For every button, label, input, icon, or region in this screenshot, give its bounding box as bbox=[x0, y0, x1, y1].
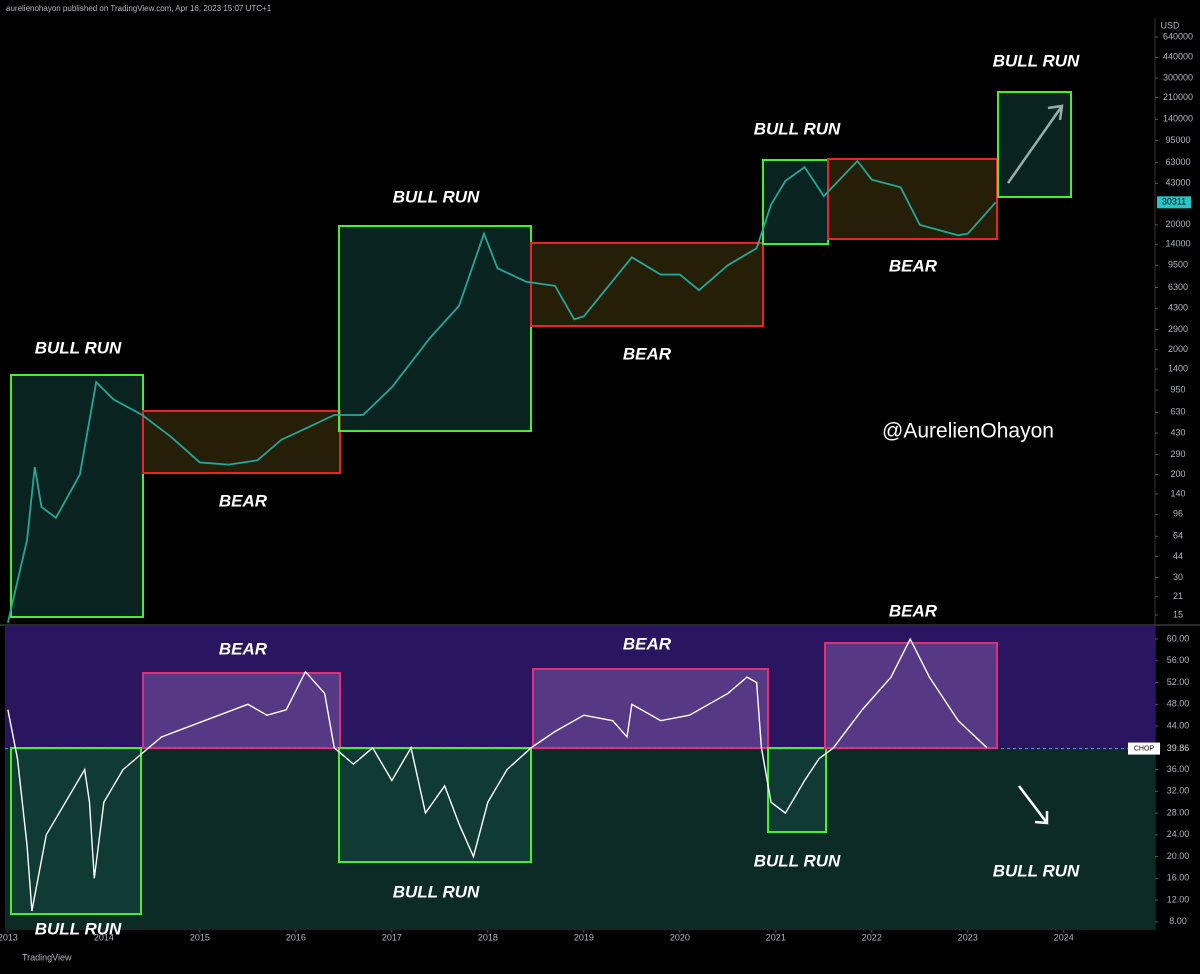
annotation: BEAR bbox=[219, 491, 268, 510]
y-tick-label: 60.00 bbox=[1167, 633, 1190, 643]
y-tick-label: 140000 bbox=[1163, 114, 1193, 124]
y-tick-label: 21 bbox=[1173, 591, 1183, 601]
zone-box bbox=[142, 410, 341, 474]
x-tick-label: 2018 bbox=[478, 932, 498, 942]
y-tick-label: 4300 bbox=[1168, 303, 1188, 313]
annotation: BULL RUN bbox=[35, 919, 122, 938]
y-tick-label: 430 bbox=[1170, 427, 1185, 437]
annotation: BULL RUN bbox=[35, 338, 122, 357]
y-tick-label: 52.00 bbox=[1167, 677, 1190, 687]
indicator-badge bbox=[1128, 742, 1160, 755]
y-tick-label: 300000 bbox=[1163, 72, 1193, 82]
y-tick-label: 950 bbox=[1170, 384, 1185, 394]
y-tick-label: 140 bbox=[1170, 488, 1185, 498]
arrow bbox=[1018, 785, 1048, 824]
annotation: BULL RUN bbox=[993, 861, 1080, 880]
y-tick-label: 64 bbox=[1173, 531, 1183, 541]
indicator-value: 39.86 bbox=[1167, 743, 1190, 753]
arrow bbox=[1006, 105, 1064, 184]
y-tick-label: 20000 bbox=[1165, 219, 1190, 229]
y-tick-label: 44.00 bbox=[1167, 720, 1190, 730]
y-tick-label: 2000 bbox=[1168, 344, 1188, 354]
y-unit: USD bbox=[1160, 20, 1180, 30]
zone-box bbox=[10, 374, 144, 618]
arrow-head bbox=[1034, 811, 1049, 825]
y-tick-label: 30 bbox=[1173, 572, 1183, 582]
footer: TradingView bbox=[22, 952, 72, 962]
zone-box bbox=[338, 747, 532, 863]
price-badge bbox=[1157, 196, 1191, 209]
annotation: BEAR bbox=[623, 634, 672, 653]
data-line bbox=[7, 637, 988, 912]
x-tick-label: 2020 bbox=[670, 932, 690, 942]
x-tick-label: 2013 bbox=[0, 932, 18, 942]
y-tick-label: 6300 bbox=[1168, 282, 1188, 292]
y-tick-label: 63000 bbox=[1165, 157, 1190, 167]
y-tick-label: 56.00 bbox=[1167, 655, 1190, 665]
zone-box bbox=[338, 225, 532, 432]
zone-box bbox=[532, 668, 769, 749]
y-tick-label: 210000 bbox=[1163, 92, 1193, 102]
upper-zone bbox=[5, 626, 1155, 749]
y-tick-label: 95000 bbox=[1165, 135, 1190, 145]
lower-zone bbox=[5, 748, 1155, 930]
x-tick-label: 2016 bbox=[286, 932, 306, 942]
x-tick-label: 2014 bbox=[94, 932, 114, 942]
header: aurelienohayon published on TradingView.… bbox=[6, 4, 272, 13]
y-tick-label: 640000 bbox=[1163, 31, 1193, 41]
y-tick-label: 8.00 bbox=[1169, 916, 1187, 926]
y-tick-label: 15 bbox=[1173, 609, 1183, 619]
y-tick-label: 440000 bbox=[1163, 52, 1193, 62]
annotation: BULL RUN bbox=[754, 119, 841, 138]
y-tick-label: 630 bbox=[1170, 407, 1185, 417]
y-tick-label: 14000 bbox=[1165, 239, 1190, 249]
annotation: BULL RUN bbox=[754, 851, 841, 870]
y-tick-label: 36.00 bbox=[1167, 764, 1190, 774]
zone-box bbox=[530, 242, 764, 327]
y-tick-label: 2900 bbox=[1168, 324, 1188, 334]
annotation: BEAR bbox=[889, 256, 938, 275]
y-tick-label: 12.00 bbox=[1167, 894, 1190, 904]
annotation: BEAR bbox=[219, 639, 268, 658]
annotation: BULL RUN bbox=[393, 882, 480, 901]
indicator-name: CHOP bbox=[1134, 745, 1155, 752]
x-tick-label: 2022 bbox=[862, 932, 882, 942]
x-tick-label: 2015 bbox=[190, 932, 210, 942]
y-tick-label: 48.00 bbox=[1167, 699, 1190, 709]
y-tick-label: 44 bbox=[1173, 551, 1183, 561]
y-tick-label: 290 bbox=[1170, 449, 1185, 459]
y-tick-label: 16.00 bbox=[1167, 873, 1190, 883]
zone-box bbox=[10, 747, 142, 915]
y-tick-label: 28.00 bbox=[1167, 807, 1190, 817]
x-tick-label: 2021 bbox=[766, 932, 786, 942]
annotation: BEAR bbox=[623, 344, 672, 363]
x-tick-label: 2019 bbox=[574, 932, 594, 942]
y-tick-label: 24.00 bbox=[1167, 829, 1190, 839]
annotation: BEAR bbox=[889, 601, 938, 620]
annotation: BULL RUN bbox=[993, 51, 1080, 70]
arrow-head bbox=[1047, 104, 1064, 121]
zone-box bbox=[827, 158, 998, 240]
annotation: BULL RUN bbox=[393, 187, 480, 206]
data-line bbox=[7, 159, 997, 623]
x-tick-label: 2017 bbox=[382, 932, 402, 942]
y-tick-label: 20.00 bbox=[1167, 851, 1190, 861]
x-tick-label: 2024 bbox=[1054, 932, 1074, 942]
y-tick-label: 200 bbox=[1170, 469, 1185, 479]
y-tick-label: 9500 bbox=[1168, 260, 1188, 270]
zone-box bbox=[142, 672, 341, 749]
y-tick-label: 96 bbox=[1173, 509, 1183, 519]
y-tick-label: 43000 bbox=[1165, 178, 1190, 188]
x-tick-label: 2023 bbox=[958, 932, 978, 942]
zone-box bbox=[997, 91, 1072, 198]
price-badge-label: 30311 bbox=[1162, 197, 1186, 207]
y-tick-label: 32.00 bbox=[1167, 786, 1190, 796]
y-tick-label: 1400 bbox=[1168, 363, 1188, 373]
watermark: @AurelienOhayon bbox=[882, 420, 1054, 443]
